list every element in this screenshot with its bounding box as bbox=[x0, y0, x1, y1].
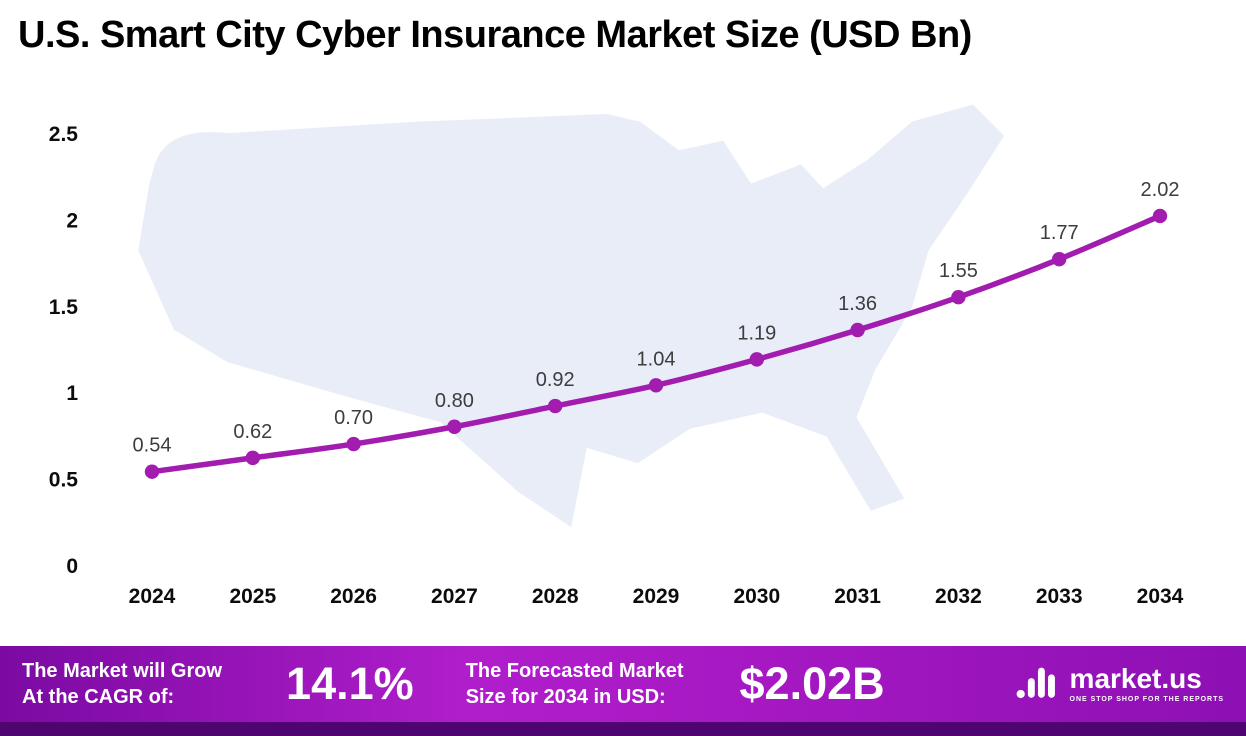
page-header: U.S. Smart City Cyber Insurance Market S… bbox=[0, 0, 1246, 78]
x-tick-label-2026: 2026 bbox=[330, 585, 377, 608]
y-tick-label: 2 bbox=[66, 209, 78, 232]
data-point-marker-2033 bbox=[1052, 251, 1067, 267]
line-chart: 0 0.5 1 1.5 2 2.5 2024 2025 2026 2027 2028 2029 2030… bbox=[49, 104, 1184, 608]
data-point-label-2032: 1.55 bbox=[939, 260, 978, 282]
us-map-silhouette bbox=[138, 104, 1005, 528]
chart-title: U.S. Smart City Cyber Insurance Market S… bbox=[18, 14, 972, 56]
y-tick-label: 0.5 bbox=[49, 469, 79, 492]
forecast-label: The Forecasted Market Size for 2034 in U… bbox=[466, 658, 684, 710]
data-point-label-2027: 0.80 bbox=[435, 390, 474, 412]
forecast-value: $2.02B bbox=[739, 658, 885, 709]
forecast-label-line2: Size for 2034 in USD: bbox=[465, 686, 666, 708]
y-tick-label: 2.5 bbox=[49, 123, 79, 146]
footer-bottom-strip bbox=[0, 722, 1246, 736]
footer-banner: The Market will Grow At the CAGR of: 14.… bbox=[0, 646, 1246, 722]
brand-name: market.us bbox=[1069, 663, 1202, 694]
x-tick-label-2025: 2025 bbox=[229, 585, 276, 608]
brand-text: market.us ONE STOP SHOP FOR THE REPORTS bbox=[1069, 663, 1224, 704]
x-tick-label-2030: 2030 bbox=[733, 585, 780, 608]
chart-area: 0 0.5 1 1.5 2 2.5 2024 2025 2026 2027 2028 2029 2030… bbox=[0, 78, 1246, 646]
brand-tagline: ONE STOP SHOP FOR THE REPORTS bbox=[1069, 696, 1224, 703]
data-point-label-2024: 0.54 bbox=[133, 435, 172, 457]
data-point-marker-2029 bbox=[648, 378, 664, 393]
data-point-label-2026: 0.70 bbox=[334, 407, 373, 429]
data-point-label-2031: 1.36 bbox=[838, 293, 877, 315]
data-point-marker-2031 bbox=[850, 322, 865, 338]
data-point-label-2025: 0.62 bbox=[233, 421, 272, 443]
x-tick-label-2034: 2034 bbox=[1137, 585, 1184, 608]
x-tick-label-2029: 2029 bbox=[633, 585, 680, 608]
marketus-logo[interactable]: market.us ONE STOP SHOP FOR THE REPORTS bbox=[1014, 659, 1224, 710]
data-point-label-2030: 1.19 bbox=[737, 322, 776, 344]
y-tick-label: 0 bbox=[66, 555, 78, 578]
x-tick-label-2033: 2033 bbox=[1036, 585, 1083, 608]
data-point-label-2029: 1.04 bbox=[637, 348, 676, 370]
data-point-marker-2025 bbox=[245, 450, 260, 466]
data-point-marker-2030 bbox=[749, 352, 764, 367]
x-tick-label-2032: 2032 bbox=[935, 585, 982, 608]
data-point-label-2028: 0.92 bbox=[536, 369, 575, 391]
y-tick-label: 1.5 bbox=[49, 296, 79, 319]
x-tick-label-2028: 2028 bbox=[532, 585, 579, 608]
cagr-value: 14.1% bbox=[286, 658, 414, 709]
data-point-marker-2026 bbox=[346, 436, 361, 452]
data-point-marker-2032 bbox=[951, 289, 966, 305]
x-tick-label-2024: 2024 bbox=[129, 585, 176, 608]
cagr-label-line1: The Market will Grow bbox=[22, 660, 223, 682]
forecast-label-line1: The Forecasted Market bbox=[465, 660, 684, 682]
x-tick-label-2027: 2027 bbox=[431, 585, 478, 608]
data-point-label-2033: 1.77 bbox=[1040, 222, 1079, 244]
data-point-marker-2027 bbox=[447, 419, 462, 434]
data-point-marker-2028 bbox=[548, 398, 563, 414]
data-point-marker-2034 bbox=[1152, 208, 1168, 224]
cagr-label: The Market will Grow At the CAGR of: bbox=[22, 658, 222, 710]
y-tick-label: 1 bbox=[66, 382, 78, 405]
data-point-label-2034: 2.02 bbox=[1141, 179, 1180, 201]
x-tick-label-2031: 2031 bbox=[834, 585, 881, 608]
cagr-label-line2: At the CAGR of: bbox=[22, 686, 175, 708]
marketus-logo-icon bbox=[1014, 659, 1060, 710]
data-point-marker-2024 bbox=[144, 464, 160, 479]
